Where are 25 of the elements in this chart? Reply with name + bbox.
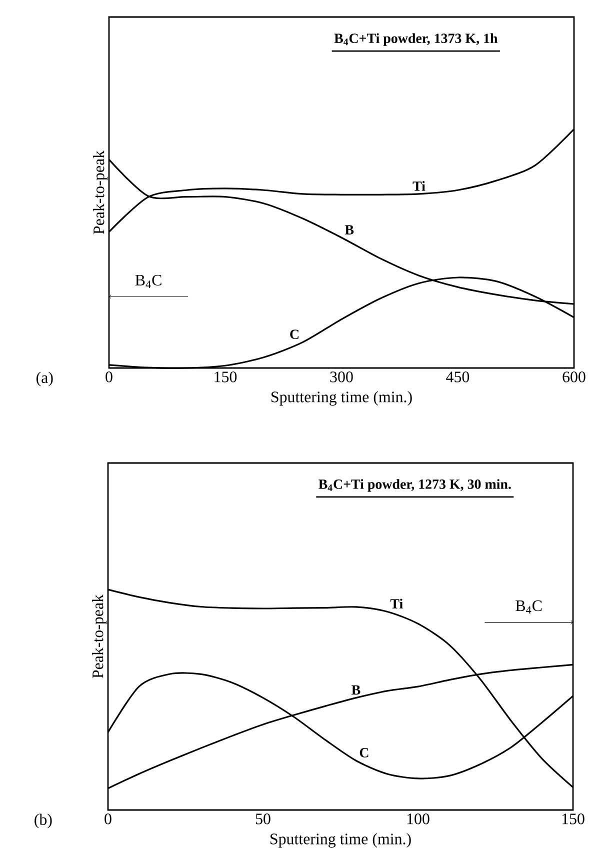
y-axis-title: Peak-to-peak <box>92 594 106 678</box>
series-label: B <box>352 685 360 695</box>
series-label: Ti <box>412 181 426 191</box>
x-tick-label: 600 <box>562 372 586 382</box>
series-label: B <box>344 225 354 234</box>
text: (b) <box>34 814 52 828</box>
x-tick-label: 0 <box>106 372 112 382</box>
x-tick-label: 450 <box>446 372 470 382</box>
x-axis-title: Sputtering time (min.) <box>272 391 412 406</box>
series-label: C <box>360 748 368 758</box>
y-axis-title: Peak-to-peak <box>93 150 108 234</box>
series-label: Ti <box>390 598 403 608</box>
x-tick-label: 100 <box>407 814 430 824</box>
series-label: C <box>290 330 298 340</box>
chart-title: B$_{4}$C+Ti powder, 1373 K, 1h <box>334 33 498 46</box>
x-axis-title: Sputtering time (min.) <box>270 833 411 848</box>
annotation: B$_{4}$C <box>516 600 542 614</box>
x-tick-label: 150 <box>562 814 584 824</box>
annotation: B$_{4}$C <box>135 274 162 288</box>
x-tick-label: 0 <box>104 814 112 824</box>
x-tick-label: 300 <box>330 372 353 382</box>
text: (a) <box>36 372 53 386</box>
chart-title: B$_{4}$C+Ti powder, 1273 K, 30 min. <box>318 479 511 492</box>
x-tick-label: 150 <box>214 372 237 382</box>
x-tick-label: 50 <box>256 814 270 824</box>
